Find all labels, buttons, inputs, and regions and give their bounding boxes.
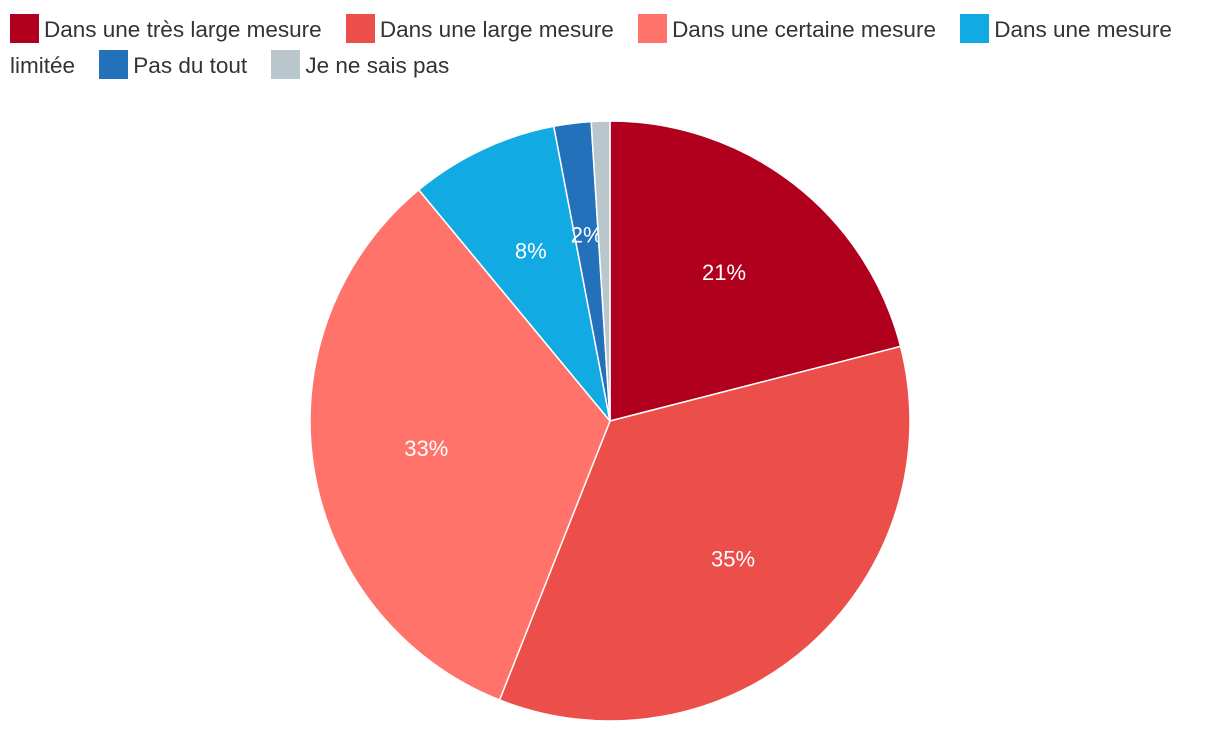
- legend-label: Dans une très large mesure: [44, 17, 322, 42]
- pie-slice-0[interactable]: [609, 120, 902, 422]
- chart-legend: Dans une très large mesure Dans une larg…: [10, 12, 1215, 84]
- slice-label-2: 33%: [404, 436, 448, 461]
- legend-swatch: [638, 14, 668, 43]
- legend-label: Pas du tout: [133, 53, 248, 78]
- pie-slice-1[interactable]: [498, 345, 911, 722]
- legend-item-pas-du-tout[interactable]: Pas du tout: [99, 50, 253, 79]
- pie-slice-5[interactable]: [590, 120, 611, 422]
- slice-label-1: 35%: [711, 546, 755, 571]
- legend-swatch: [99, 50, 129, 79]
- legend-label: Je ne sais pas: [305, 53, 450, 78]
- legend-item-tres-large-mesure[interactable]: Dans une très large mesure: [10, 14, 328, 43]
- legend-item-je-ne-sais-pas[interactable]: Je ne sais pas: [271, 50, 450, 79]
- slice-label-0: 21%: [702, 260, 746, 285]
- legend-label: Dans une mesure limitée: [10, 17, 1172, 78]
- legend-item-mesure-limitee[interactable]: Dans une mesure limitée: [10, 14, 1172, 78]
- legend-swatch: [10, 14, 39, 43]
- pie-slice-2[interactable]: [309, 188, 611, 701]
- legend-swatch: [960, 14, 990, 43]
- slice-label-3: 8%: [515, 239, 547, 264]
- legend-swatch: [345, 14, 375, 43]
- legend-label: Dans une certaine mesure: [672, 17, 936, 42]
- legend-item-certaine-mesure[interactable]: Dans une certaine mesure: [638, 14, 942, 43]
- legend-swatch: [271, 50, 301, 79]
- legend-item-large-mesure[interactable]: Dans une large mesure: [345, 14, 620, 43]
- legend-label: Dans une large mesure: [379, 17, 614, 42]
- pie-slice-3[interactable]: [417, 125, 611, 422]
